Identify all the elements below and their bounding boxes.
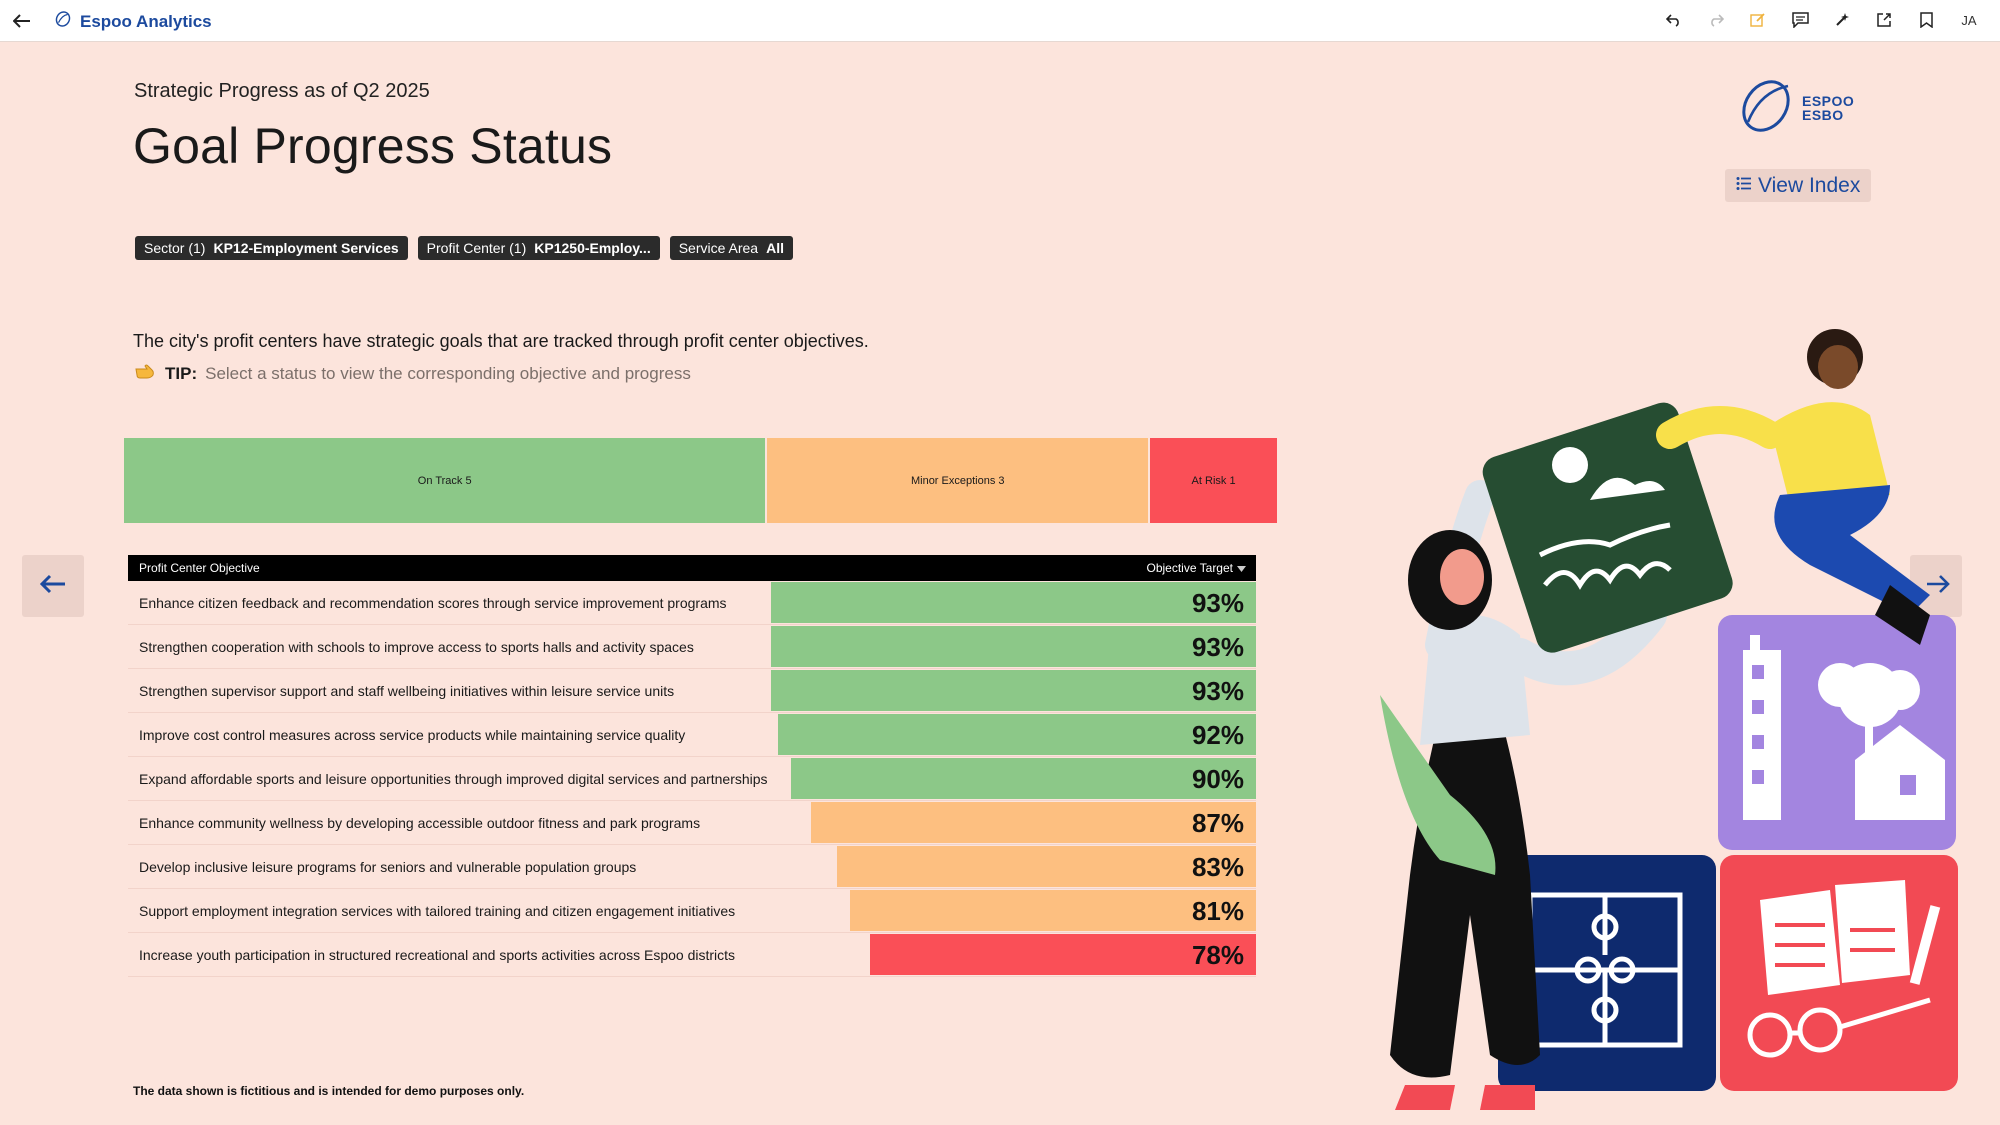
- page-subtitle: Strategic Progress as of Q2 2025: [134, 80, 430, 102]
- toolbar: JA: [1662, 8, 1982, 32]
- table-row[interactable]: Strengthen supervisor support and staff …: [128, 669, 1256, 713]
- objective-target-value: 93%: [1191, 675, 1244, 706]
- table-header: Profit Center Objective Objective Target: [128, 555, 1256, 581]
- target-bar: [771, 670, 1256, 711]
- objective-target-value: 90%: [1191, 763, 1244, 794]
- view-index-button[interactable]: View Index: [1725, 169, 1872, 202]
- filter-value: KP12-Employment Services: [213, 240, 399, 256]
- table-row[interactable]: Enhance community wellness by developing…: [128, 801, 1256, 845]
- objective-label: Develop inclusive leisure programs for s…: [139, 858, 637, 875]
- page-title: Goal Progress Status: [133, 118, 613, 174]
- table-row[interactable]: Enhance citizen feedback and recommendat…: [128, 581, 1256, 625]
- tip-label: TIP:: [165, 363, 198, 383]
- target-bar: [870, 934, 1256, 975]
- table-row[interactable]: Expand affordable sports and leisure opp…: [128, 757, 1256, 801]
- target-bar: [850, 890, 1256, 931]
- filter-chips: Sector (1) KP12-Employment Services Prof…: [135, 236, 793, 260]
- filter-name: Sector (1): [144, 240, 206, 256]
- footnote: The data shown is fictitious and is inte…: [133, 1084, 525, 1098]
- top-bar: Espoo Analytics JA: [0, 0, 2000, 42]
- arrow-left-icon: [39, 574, 66, 599]
- intro-text: The city's profit centers have strategic…: [133, 331, 869, 351]
- status-segment-2[interactable]: At Risk 1: [1150, 438, 1277, 523]
- back-arrow-icon[interactable]: [10, 9, 34, 33]
- objective-label: Improve cost control measures across ser…: [139, 726, 686, 743]
- target-bar: [771, 626, 1256, 667]
- column-header-target[interactable]: Objective Target: [1146, 561, 1246, 575]
- sparkle-icon[interactable]: [1830, 8, 1854, 32]
- status-segment-0[interactable]: On Track 5: [124, 438, 768, 523]
- user-initials[interactable]: JA: [1961, 12, 1977, 28]
- table-row[interactable]: Increase youth participation in structur…: [128, 933, 1256, 977]
- edit-icon[interactable]: [1746, 8, 1770, 32]
- status-segment-1[interactable]: Minor Exceptions 3: [767, 438, 1151, 523]
- espoo-esbo-logo: ESPOO ESBO: [1738, 74, 1854, 141]
- objective-label: Expand affordable sports and leisure opp…: [139, 770, 768, 787]
- objective-label: Enhance community wellness by developing…: [139, 814, 701, 831]
- target-bar: [791, 758, 1256, 799]
- filter-value: KP1250-Employ...: [534, 240, 651, 256]
- tip: TIP: Select a status to view the corresp…: [135, 363, 691, 384]
- objective-label: Support employment integration services …: [139, 902, 736, 919]
- table-row[interactable]: Develop inclusive leisure programs for s…: [128, 845, 1256, 889]
- logo-text-espoo: ESPOO: [1802, 92, 1855, 109]
- objectives-table: Profit Center Objective Objective Target…: [128, 555, 1256, 977]
- column-header-target-label: Objective Target: [1146, 561, 1234, 575]
- arrow-right-icon: [1926, 574, 1950, 599]
- objective-label: Strengthen cooperation with schools to i…: [139, 638, 694, 655]
- filter-chip-sector[interactable]: Sector (1) KP12-Employment Services: [135, 236, 408, 260]
- objective-label: Strengthen supervisor support and staff …: [139, 682, 675, 699]
- pointing-hand-icon: [135, 363, 157, 384]
- target-bar: [811, 802, 1256, 843]
- brand[interactable]: Espoo Analytics: [54, 10, 212, 33]
- table-body: Enhance citizen feedback and recommendat…: [128, 581, 1256, 977]
- target-bar: [771, 582, 1256, 623]
- objective-target-value: 81%: [1191, 895, 1244, 926]
- bookmark-icon[interactable]: [1914, 8, 1938, 32]
- objective-target-value: 78%: [1191, 939, 1244, 970]
- view-index-label: View Index: [1758, 173, 1861, 197]
- espoo-logo-icon: [54, 10, 72, 33]
- objective-target-value: 93%: [1191, 631, 1244, 662]
- objective-target-value: 87%: [1191, 807, 1244, 838]
- filter-name: Profit Center (1): [426, 240, 527, 256]
- filter-chip-service-area[interactable]: Service Area All: [669, 236, 793, 260]
- target-bar: [837, 846, 1256, 887]
- share-icon[interactable]: [1872, 8, 1896, 32]
- list-icon: [1736, 176, 1752, 196]
- column-header-objective[interactable]: Profit Center Objective: [139, 561, 260, 575]
- objective-label: Enhance citizen feedback and recommendat…: [139, 594, 727, 611]
- table-row[interactable]: Strengthen cooperation with schools to i…: [128, 625, 1256, 669]
- objective-target-value: 93%: [1191, 587, 1244, 618]
- previous-page-button[interactable]: [22, 555, 84, 617]
- objective-target-value: 92%: [1191, 719, 1244, 750]
- table-row[interactable]: Improve cost control measures across ser…: [128, 713, 1256, 757]
- sort-down-icon: [1237, 561, 1246, 575]
- redo-icon[interactable]: [1704, 8, 1728, 32]
- app-name: Espoo Analytics: [80, 11, 212, 31]
- espoo-swirl-icon: [1738, 74, 1798, 141]
- table-row[interactable]: Support employment integration services …: [128, 889, 1256, 933]
- status-summary-bar: On Track 5 Minor Exceptions 3 At Risk 1: [124, 438, 1277, 523]
- objective-target-value: 83%: [1191, 851, 1244, 882]
- people-lifting-tiles-illustration: [1380, 329, 1958, 1110]
- filter-name: Service Area: [678, 240, 759, 256]
- comment-icon[interactable]: [1788, 8, 1812, 32]
- filter-value: All: [766, 240, 784, 256]
- target-bar: [778, 714, 1256, 755]
- objective-label: Increase youth participation in structur…: [139, 946, 736, 963]
- filter-chip-profit-center[interactable]: Profit Center (1) KP1250-Employ...: [417, 236, 660, 260]
- undo-icon[interactable]: [1662, 8, 1686, 32]
- logo-text-esbo: ESBO: [1802, 106, 1844, 123]
- tip-text: Select a status to view the correspondin…: [205, 363, 691, 383]
